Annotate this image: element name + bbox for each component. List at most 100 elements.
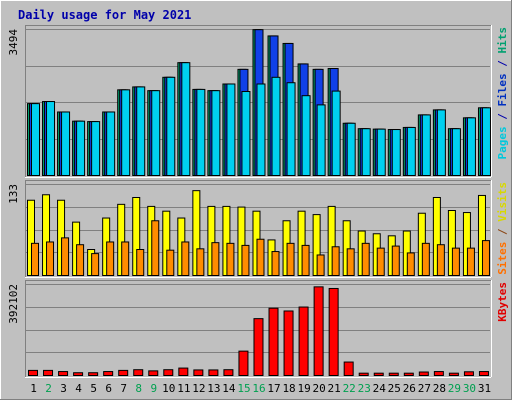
bar-pages (256, 83, 266, 176)
bar-sites (451, 247, 460, 276)
legend-part: KBytes (496, 282, 509, 322)
x-tick-label: 18 (282, 382, 295, 395)
bar-kbytes (73, 372, 84, 376)
bar-pages (211, 90, 221, 176)
series-legend-label: KBytes (496, 282, 509, 322)
bar-pages (106, 111, 116, 176)
bar-kbytes (358, 372, 369, 376)
bar-sites (271, 251, 280, 276)
bar-pages (121, 89, 131, 176)
bar-kbytes (373, 372, 384, 376)
x-tick-label: 22 (343, 382, 356, 395)
bar-pages (76, 120, 86, 176)
bar-kbytes (403, 372, 414, 376)
x-tick-label: 7 (120, 382, 127, 395)
bar-kbytes (103, 371, 114, 376)
bar-pages (136, 86, 146, 176)
bar-pages (226, 83, 236, 176)
x-tick-label: 9 (150, 382, 157, 395)
bar-kbytes (133, 369, 144, 376)
bar-pages (46, 101, 56, 176)
bar-kbytes (268, 307, 279, 376)
x-tick-label: 3 (60, 382, 67, 395)
bar-pages (196, 88, 206, 176)
bar-kbytes (343, 361, 354, 376)
bar-kbytes (148, 370, 159, 376)
bar-sites (376, 247, 385, 276)
bar-pages (421, 114, 431, 176)
bar-sites (31, 242, 39, 276)
bar-pages (271, 76, 281, 176)
bar-pages (361, 128, 371, 176)
bar-sites (436, 244, 445, 276)
bar-kbytes (313, 286, 324, 376)
x-tick-label: 20 (313, 382, 326, 395)
bar-sites (391, 245, 400, 277)
bar-pages (391, 129, 401, 177)
bar-sites (76, 244, 85, 276)
bar-sites (211, 242, 220, 277)
legend-part: Sites (496, 242, 509, 275)
legend-part: Pages (496, 126, 509, 159)
bar-sites (421, 242, 430, 276)
bar-kbytes (298, 306, 309, 376)
bar-sites (136, 249, 145, 276)
bar-kbytes (418, 371, 429, 377)
x-tick-label: 5 (90, 382, 97, 395)
bar-pages (346, 122, 356, 176)
panel-visits-sites: 133 Sites / Visits (7, 180, 509, 278)
bar-kbytes (43, 369, 54, 377)
bar-kbytes (448, 372, 459, 376)
bar-kbytes (88, 372, 99, 376)
bar-sites (256, 238, 265, 277)
bar-sites (91, 253, 100, 277)
legend-part: / (496, 222, 509, 242)
x-tick-label: 24 (373, 382, 387, 395)
legend-part: Files (496, 73, 509, 106)
panel-kbytes: 392102 KBytes (7, 280, 509, 378)
x-tick-label: 31 (478, 382, 491, 395)
x-tick-label: 14 (222, 382, 236, 395)
bar-sites (286, 242, 295, 276)
bar-sites (316, 254, 325, 276)
bar-kbytes (478, 371, 489, 376)
bar-sites (241, 244, 250, 276)
bar-sites (331, 246, 340, 276)
bar-pages (316, 104, 326, 176)
bar-pages (301, 95, 311, 176)
bar-kbytes (223, 369, 234, 376)
panel-hits-files-pages: 3494 Pages / Files / Hits (7, 25, 509, 178)
bar-sites (226, 242, 235, 276)
bar-kbytes (58, 371, 69, 376)
bar-sites (166, 249, 175, 276)
bar-kbytes (238, 350, 249, 377)
bar-pages (181, 62, 191, 177)
bar-sites (196, 248, 205, 277)
x-tick-label: 27 (418, 382, 431, 395)
bar-kbytes (328, 287, 339, 377)
bar-sites (181, 241, 190, 276)
x-tick-label: 21 (328, 382, 341, 395)
bar-pages (331, 90, 341, 176)
bar-sites (151, 220, 160, 276)
x-tick-label: 1 (30, 382, 37, 395)
legend-part: / (496, 54, 509, 74)
bar-sites (361, 242, 370, 276)
bar-pages (166, 76, 176, 176)
x-tick-label: 11 (177, 382, 190, 395)
bar-sites (406, 252, 415, 276)
x-axis-labels: 1 2 3 4 5 6 7 8 9 10 11 12 13 14 15 16 17 18 19 20 21 22 23 24 2… (30, 382, 491, 395)
bar-kbytes (433, 371, 444, 376)
bar-kbytes (28, 369, 38, 377)
bar-pages (406, 126, 416, 176)
x-tick-label: 29 (448, 382, 461, 395)
bar-pages (286, 82, 296, 176)
bar-pages (436, 109, 446, 176)
bar-sites (346, 248, 355, 277)
bar-sites (46, 241, 55, 276)
bar-kbytes (118, 369, 129, 377)
bar-kbytes (163, 369, 174, 376)
x-tick-label: 17 (267, 382, 280, 395)
bar-kbytes (208, 369, 219, 377)
